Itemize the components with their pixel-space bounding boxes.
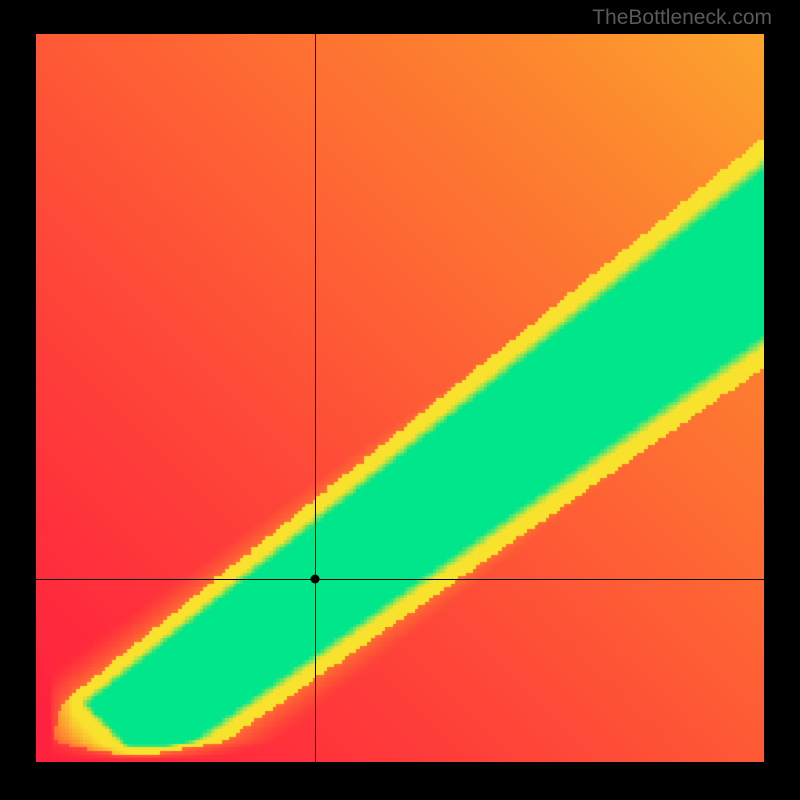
crosshair-horizontal (36, 579, 764, 580)
marker-dot (310, 574, 319, 583)
chart-container: TheBottleneck.com (0, 0, 800, 800)
heatmap-canvas (36, 34, 764, 762)
crosshair-vertical (315, 34, 316, 762)
chart-plot-area (36, 34, 764, 762)
watermark-text: TheBottleneck.com (592, 6, 772, 30)
